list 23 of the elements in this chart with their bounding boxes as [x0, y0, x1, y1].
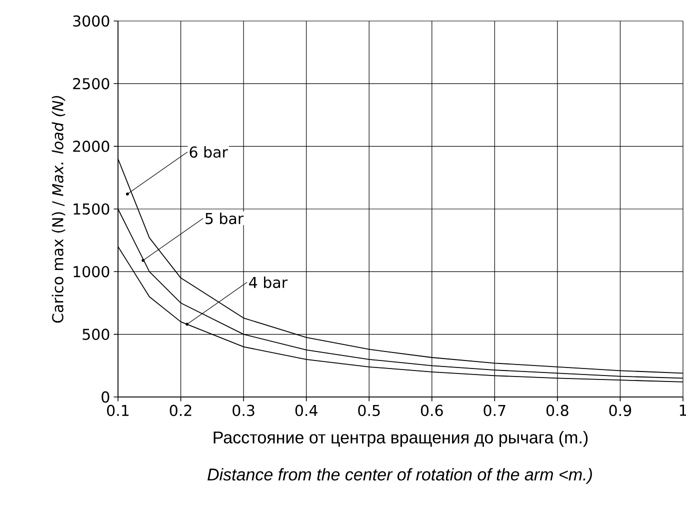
text: Distance from the center of rotation of the arm <m.): [208, 468, 592, 484]
y-tick-label: 500: [82, 328, 110, 340]
x-tick-label: 0.2: [170, 404, 192, 416]
y-tick-label: 2000: [73, 140, 110, 152]
x-tick-label: 0.9: [609, 404, 632, 416]
annotation: 5 bar: [206, 212, 244, 224]
x-tick-label: 0.5: [358, 404, 380, 416]
x-tick-label: 0.3: [232, 404, 254, 416]
y-tick-label: 3000: [73, 15, 110, 27]
annotation: 4 bar: [249, 276, 288, 288]
y-tick-label: 0: [102, 391, 110, 403]
x-tick-label: 1: [680, 404, 686, 416]
x-tick-label: 0.8: [546, 404, 568, 416]
x-tick-label: 0.6: [420, 404, 443, 416]
x-tick-label: 0.1: [107, 404, 129, 416]
y-tick-label: 1500: [74, 203, 110, 215]
y-axis-title: Carico max (N) / Max. load (N): [52, 96, 66, 323]
x-tick-label: 0.7: [484, 404, 506, 416]
x-tick-label: 0.4: [295, 404, 318, 416]
y-tick-label: 1000: [74, 266, 110, 278]
x-axis-title: Расстояние от центра вращения до рычага (m.): [214, 431, 588, 447]
annotation: 6 bar: [190, 146, 228, 158]
y-tick-label: 2500: [73, 78, 110, 90]
